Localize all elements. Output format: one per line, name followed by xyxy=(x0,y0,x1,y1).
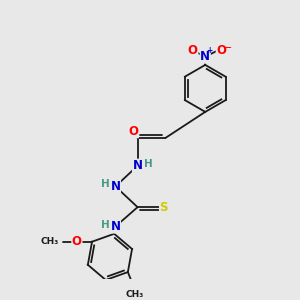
Text: CH₃: CH₃ xyxy=(126,290,144,299)
Text: H: H xyxy=(100,220,109,230)
Text: H: H xyxy=(100,179,109,189)
Text: O: O xyxy=(216,44,226,57)
Text: H: H xyxy=(144,158,152,169)
Text: +: + xyxy=(206,46,212,55)
Text: O: O xyxy=(128,125,138,138)
Text: N: N xyxy=(133,159,142,172)
Text: CH₃: CH₃ xyxy=(41,237,59,246)
Text: N: N xyxy=(110,220,121,233)
Text: O: O xyxy=(72,235,82,248)
Text: O: O xyxy=(188,44,198,57)
Text: S: S xyxy=(160,201,168,214)
Text: N: N xyxy=(200,50,210,63)
Text: −: − xyxy=(224,43,231,52)
Text: N: N xyxy=(110,180,121,193)
